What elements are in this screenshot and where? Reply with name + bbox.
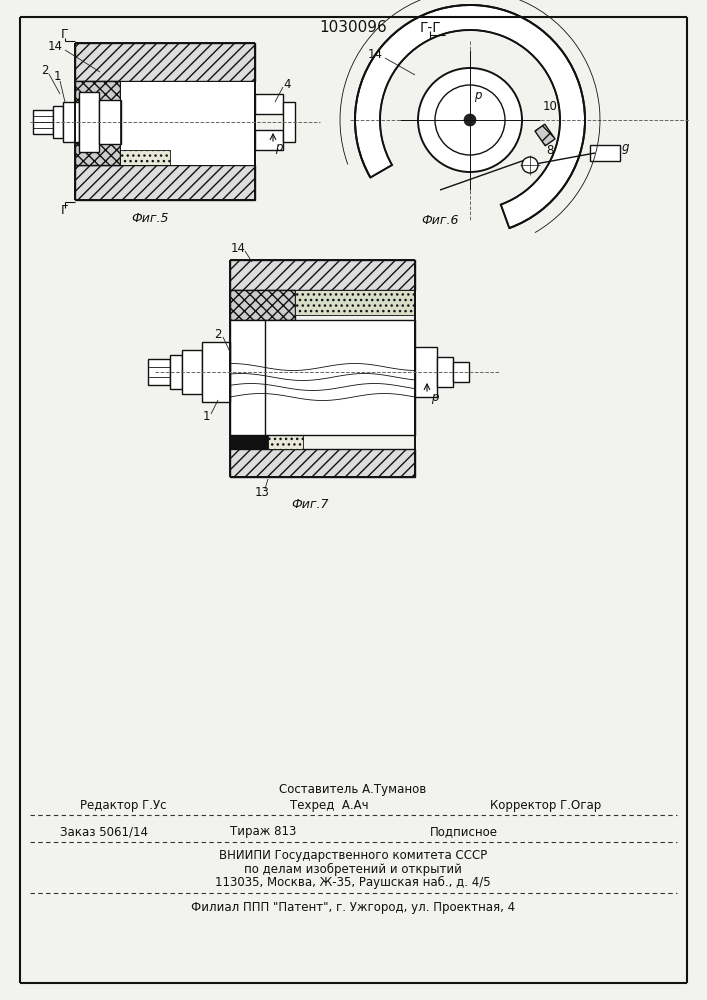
Text: Фиг.7: Фиг.7 [291, 498, 329, 512]
Circle shape [418, 68, 522, 172]
Text: ВНИИПИ Государственного комитета СССР: ВНИИПИ Государственного комитета СССР [219, 848, 487, 861]
Text: по делам изобретений и открытий: по делам изобретений и открытий [244, 862, 462, 876]
Text: g: g [621, 141, 629, 154]
Text: 10: 10 [542, 101, 557, 113]
Bar [230, 260, 415, 290]
Text: Г: Г [62, 204, 69, 217]
Bar [75, 81, 120, 165]
Bar [120, 81, 255, 165]
Text: Филиал ППП "Патент", г. Ужгород, ул. Проектная, 4: Филиал ППП "Патент", г. Ужгород, ул. Про… [191, 902, 515, 914]
Text: 14: 14 [230, 241, 245, 254]
Text: 1: 1 [202, 410, 210, 424]
Text: 1: 1 [53, 70, 61, 84]
Circle shape [522, 157, 538, 173]
Bar [415, 347, 437, 397]
Bar [295, 290, 415, 315]
Bar [230, 320, 415, 435]
Text: p: p [431, 391, 439, 404]
Text: Г: Г [62, 28, 69, 41]
Bar [283, 102, 295, 142]
Text: 14: 14 [368, 48, 382, 62]
Bar [53, 106, 63, 138]
Text: 2: 2 [41, 64, 49, 77]
Bar [33, 110, 53, 134]
Bar [230, 290, 295, 320]
Bar [255, 130, 283, 150]
Text: p: p [474, 89, 481, 102]
Bar [268, 435, 303, 449]
Bar [99, 100, 121, 144]
Bar [590, 145, 620, 161]
Bar [230, 449, 415, 477]
Text: Тираж 813: Тираж 813 [230, 826, 296, 838]
Bar [202, 342, 230, 402]
Bar [170, 355, 182, 389]
Text: Техред  А.Ач: Техред А.Ач [290, 798, 368, 812]
Bar [437, 357, 453, 387]
Text: Фиг.6: Фиг.6 [421, 214, 459, 227]
Text: 2: 2 [214, 328, 222, 340]
Bar [120, 150, 170, 165]
Bar [453, 362, 469, 382]
Text: Подписное: Подписное [430, 826, 498, 838]
Circle shape [435, 85, 505, 155]
Text: Корректор Г.Огар: Корректор Г.Огар [490, 798, 601, 812]
Text: 1030096: 1030096 [319, 20, 387, 35]
Bar [63, 102, 79, 142]
Bar [230, 435, 268, 449]
Text: Заказ 5061/14: Заказ 5061/14 [60, 826, 148, 838]
Bar [148, 359, 170, 385]
Polygon shape [535, 124, 555, 146]
Text: 113035, Москва, Ж-35, Раушская наб., д. 4/5: 113035, Москва, Ж-35, Раушская наб., д. … [215, 875, 491, 889]
Circle shape [464, 114, 476, 126]
Text: Составитель А.Туманов: Составитель А.Туманов [279, 784, 426, 796]
Text: Фиг.5: Фиг.5 [132, 212, 169, 225]
Wedge shape [355, 5, 585, 228]
Text: 8: 8 [547, 143, 554, 156]
Bar [79, 92, 99, 152]
Bar [255, 94, 283, 114]
Text: Г-Г: Г-Г [419, 21, 440, 35]
Text: Редактор Г.Ус: Редактор Г.Ус [80, 798, 167, 812]
Bar [182, 350, 202, 394]
Bar [75, 43, 255, 81]
Text: 14: 14 [47, 40, 62, 53]
Text: p: p [275, 141, 283, 154]
Bar [75, 165, 255, 200]
Text: 13: 13 [255, 486, 269, 498]
Text: 4: 4 [284, 78, 291, 91]
